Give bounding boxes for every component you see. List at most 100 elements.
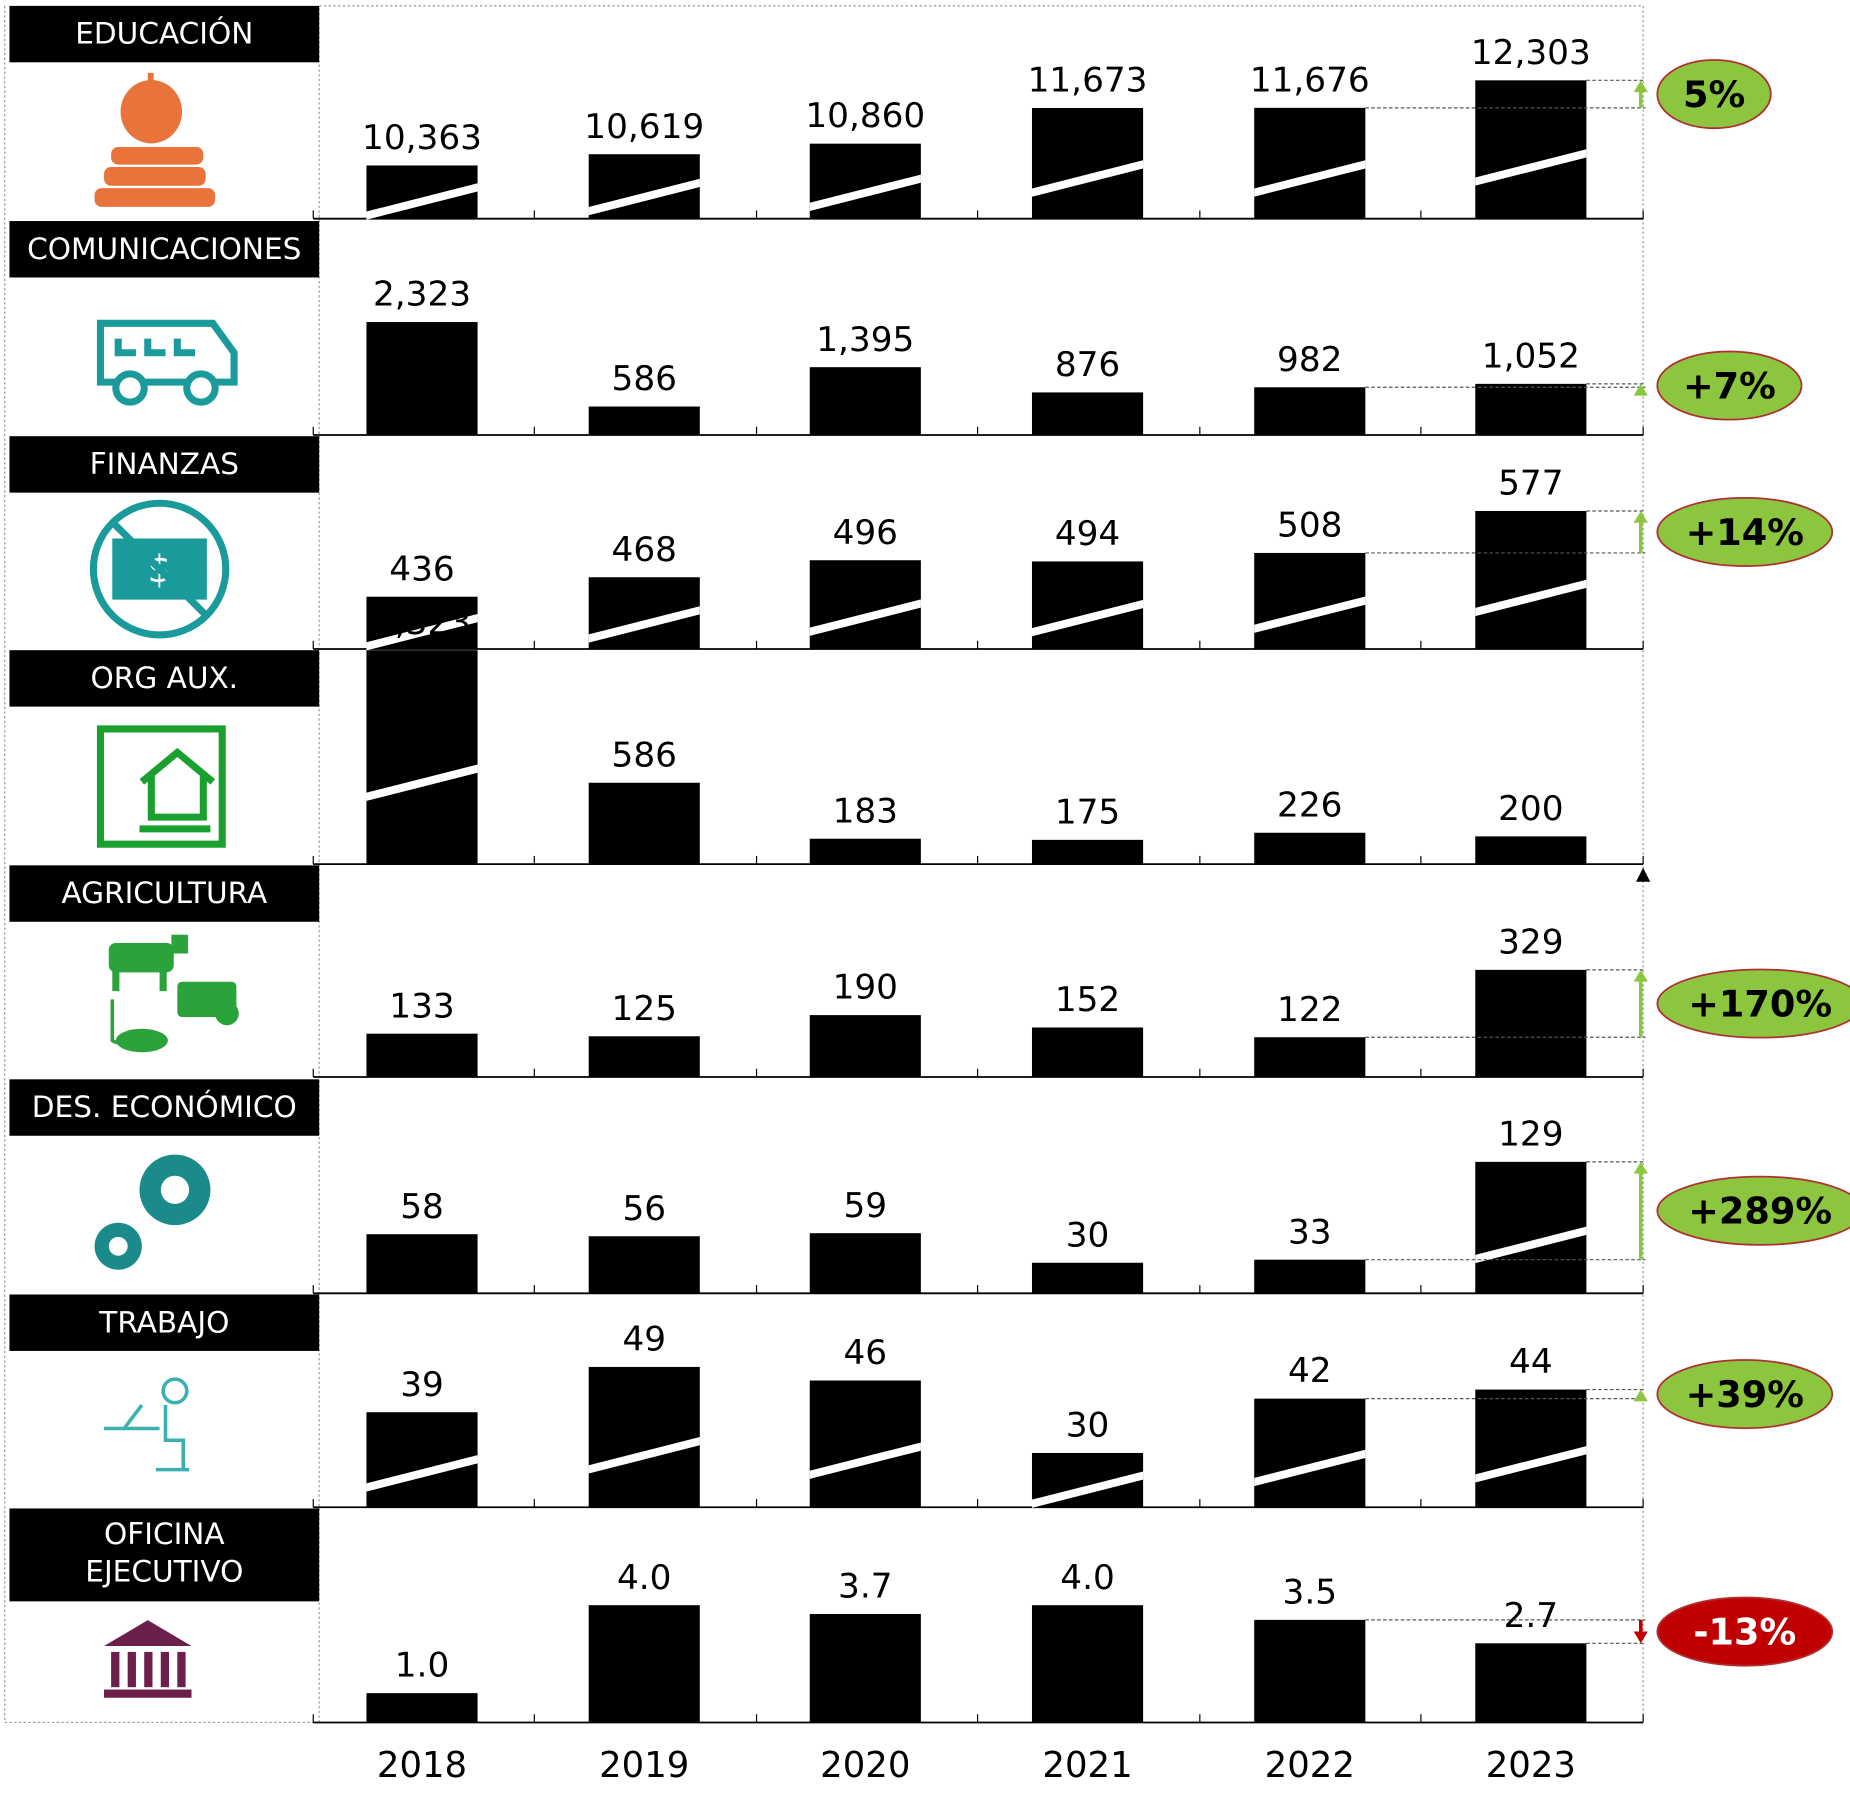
- bar: [809, 1233, 921, 1294]
- value-label: 125: [612, 989, 677, 1029]
- break: [809, 1442, 921, 1479]
- value-label: 226: [1277, 785, 1342, 825]
- break: [1031, 599, 1144, 637]
- break: [1254, 160, 1366, 197]
- value-label: 10,363: [362, 118, 482, 158]
- label-box: [9, 1079, 320, 1136]
- value-label: 2.7: [1504, 1596, 1559, 1636]
- value-label: 468: [612, 530, 677, 570]
- value-label: 11,673: [1028, 61, 1148, 101]
- x-tick-label: 2023: [1486, 1745, 1576, 1786]
- value-label: 152: [1055, 980, 1120, 1020]
- value-label: 33: [1288, 1212, 1332, 1252]
- value-label: 3.7: [838, 1567, 893, 1607]
- bar: [1031, 1262, 1144, 1294]
- break: [1031, 160, 1144, 197]
- break: [588, 606, 700, 643]
- bar: [588, 1366, 700, 1508]
- bar: [588, 782, 700, 865]
- value-label: 10,860: [805, 96, 925, 136]
- change-badge: [1656, 350, 1803, 421]
- value-label: 577: [1498, 464, 1563, 504]
- break: [588, 178, 700, 216]
- value-label: 4.0: [1060, 1558, 1115, 1598]
- value-label: 508: [1277, 506, 1342, 546]
- arrow-head: [1633, 969, 1648, 982]
- change-label: +39%: [1686, 1373, 1804, 1416]
- bar: [1254, 107, 1366, 219]
- label-box: [9, 650, 320, 707]
- value-label: 586: [612, 359, 677, 399]
- panel-title: COMUNICACIONES: [27, 232, 301, 266]
- arrow-head: [1633, 1631, 1648, 1644]
- value-label: 436: [389, 549, 454, 589]
- value-label: 175: [1055, 793, 1120, 833]
- bar: [1475, 383, 1587, 436]
- change-label: +289%: [1688, 1190, 1832, 1233]
- bar: [1254, 1259, 1366, 1294]
- break: [366, 183, 478, 220]
- value-label: 129: [1498, 1115, 1563, 1155]
- value-label: 190: [833, 968, 898, 1008]
- value-label: 496: [833, 513, 898, 553]
- icon-bus: [96, 319, 238, 406]
- value-label: 1,052: [1482, 337, 1580, 377]
- value-label: 586: [612, 735, 677, 775]
- bar: [1475, 1643, 1587, 1723]
- value-label: 44: [1509, 1342, 1553, 1382]
- bar: [1254, 1398, 1366, 1508]
- bar: [588, 1036, 700, 1077]
- break: [809, 599, 921, 636]
- label-box: [9, 436, 320, 493]
- value-label: 4.0: [617, 1558, 672, 1598]
- value-label: 3.5: [1283, 1573, 1338, 1613]
- change-label: -13%: [1693, 1611, 1796, 1654]
- change-label: +14%: [1686, 511, 1804, 554]
- bar: [1475, 969, 1587, 1077]
- arrow-head: [1633, 1389, 1648, 1402]
- arrow-head: [1633, 1161, 1648, 1174]
- value-label: 183: [833, 791, 898, 831]
- value-label: 1.0: [395, 1646, 450, 1686]
- bar: [1475, 836, 1587, 865]
- value-label: 1,395: [816, 320, 914, 360]
- value-label: 42: [1288, 1351, 1332, 1391]
- change-badge: [1656, 496, 1834, 567]
- value-label: 46: [844, 1333, 888, 1373]
- icon-gears: [94, 1154, 211, 1270]
- value-label: 58: [400, 1187, 444, 1227]
- panel-title: ORG AUX.: [91, 661, 239, 695]
- bar: [809, 1380, 921, 1508]
- break: [366, 764, 478, 801]
- icon-money: $: [89, 499, 230, 639]
- bar: [366, 1693, 478, 1723]
- x-tick-label: 2020: [820, 1745, 910, 1786]
- panel-title: EDUCACIÓN: [75, 15, 253, 51]
- label-box: [9, 5, 320, 63]
- break: [809, 174, 921, 212]
- value-label: 133: [389, 986, 454, 1026]
- label-box: [9, 865, 320, 922]
- value-label: 200: [1498, 789, 1563, 829]
- value-label: 122: [1277, 990, 1342, 1030]
- bar: [366, 1033, 478, 1077]
- bar: [1475, 1161, 1587, 1294]
- bar: [588, 406, 700, 436]
- bar: [809, 367, 921, 436]
- value-label: 876: [1055, 345, 1120, 385]
- bar: [588, 1236, 700, 1294]
- bar: [366, 1412, 478, 1508]
- change-badge: [1656, 59, 1772, 130]
- icon-education: [94, 72, 216, 207]
- bar: [1254, 832, 1366, 865]
- bar: [1031, 1027, 1144, 1077]
- break: [1254, 596, 1366, 633]
- break: [1475, 579, 1587, 617]
- bar: [1254, 1619, 1366, 1723]
- break: [366, 613, 478, 651]
- bar: [366, 322, 478, 436]
- bar: [1254, 1037, 1366, 1077]
- arrow-head: [1633, 510, 1648, 523]
- change-badge: [1656, 1359, 1834, 1430]
- change-badge: [1656, 968, 1850, 1039]
